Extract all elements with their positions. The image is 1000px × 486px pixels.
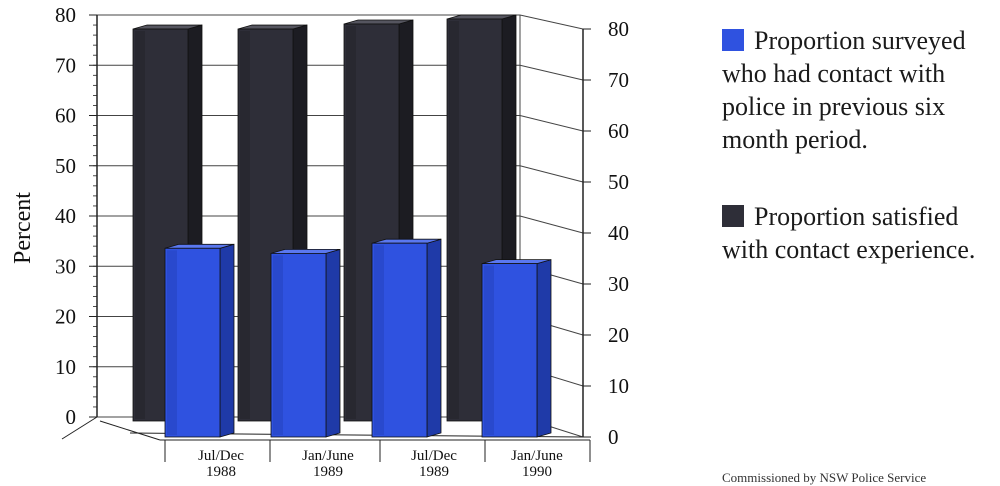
gridline xyxy=(519,115,584,132)
x-tick-label: Jan/June xyxy=(511,448,563,464)
y-axis-title: Percent xyxy=(10,192,36,264)
y-tick-label-right: 70 xyxy=(608,68,629,92)
x-tick-label: Jul/Dec xyxy=(198,448,244,464)
bar-contact-side xyxy=(325,248,341,438)
legend-item-contact: Proportion surveyed who had contact with… xyxy=(722,24,1000,156)
y-tick-label-left: 50 xyxy=(55,154,76,178)
bar-contact-side xyxy=(536,259,552,438)
legend-item-satisfied: Proportion satisfied with contact experi… xyxy=(722,200,1000,266)
x-tick-label: Jul/Dec xyxy=(411,448,457,464)
bar-satisfied-shade xyxy=(346,26,356,420)
legend-label-contact: Proportion surveyed who had contact with… xyxy=(722,26,966,154)
bar-contact xyxy=(481,263,538,438)
bar-satisfied-shade xyxy=(135,31,145,420)
y-tick-label-left: 60 xyxy=(55,104,76,128)
legend-swatch-satisfied xyxy=(722,205,744,227)
bar-contact-shade xyxy=(167,250,177,435)
x-tick-label: Jan/June xyxy=(302,448,354,464)
x-tick-label: 1989 xyxy=(419,464,449,480)
x-tick-label: 1988 xyxy=(206,464,236,480)
gridline xyxy=(519,215,584,234)
y-tick-label-left: 0 xyxy=(66,405,77,429)
bar-contact-side xyxy=(219,243,235,438)
y-tick-label-right: 10 xyxy=(608,374,629,398)
bar-contact xyxy=(270,252,327,438)
y-tick-label-right: 40 xyxy=(608,221,629,245)
credit-text: Commissioned by NSW Police Service xyxy=(722,470,927,485)
floor-edge xyxy=(61,416,98,440)
floor-edge xyxy=(99,420,161,441)
bar-satisfied-shade xyxy=(240,31,250,420)
y-tick-label-right: 60 xyxy=(608,119,629,143)
y-tick-label-left: 30 xyxy=(55,254,76,278)
bar-contact-shade xyxy=(484,265,494,435)
bar-contact xyxy=(371,242,428,438)
legend-label-satisfied: Proportion satisfied with contact experi… xyxy=(722,202,976,264)
bar-contact-shade xyxy=(273,255,283,435)
bar-satisfied-shade xyxy=(449,21,459,419)
y-tick-label-right: 80 xyxy=(608,17,629,41)
bar-contact-shade xyxy=(374,245,384,435)
y-tick-label-right: 30 xyxy=(608,272,629,296)
gridline xyxy=(519,14,584,30)
y-tick-label-left: 10 xyxy=(55,355,76,379)
y-tick-label-right: 20 xyxy=(608,323,629,347)
chart-bars xyxy=(132,14,552,438)
y-tick-label-right: 50 xyxy=(608,170,629,194)
x-tick-label: 1990 xyxy=(522,464,552,480)
y-tick-label-left: 40 xyxy=(55,204,76,228)
legend-swatch-contact xyxy=(722,29,744,51)
y-tick-label-left: 70 xyxy=(55,53,76,77)
chart-labels: 0 0 10 10 20 20 30 30 40 40 50 50 60 60 70 70 80 80 Percen… xyxy=(10,3,629,480)
gridline xyxy=(519,64,584,81)
bar-contact xyxy=(164,247,221,438)
y-tick-label-left: 80 xyxy=(55,3,76,27)
y-tick-label-left: 20 xyxy=(55,305,76,329)
x-tick-label: 1989 xyxy=(313,464,343,480)
bar-contact-side xyxy=(426,238,442,438)
gridline xyxy=(519,165,584,183)
y-tick-label-right: 0 xyxy=(608,425,619,449)
